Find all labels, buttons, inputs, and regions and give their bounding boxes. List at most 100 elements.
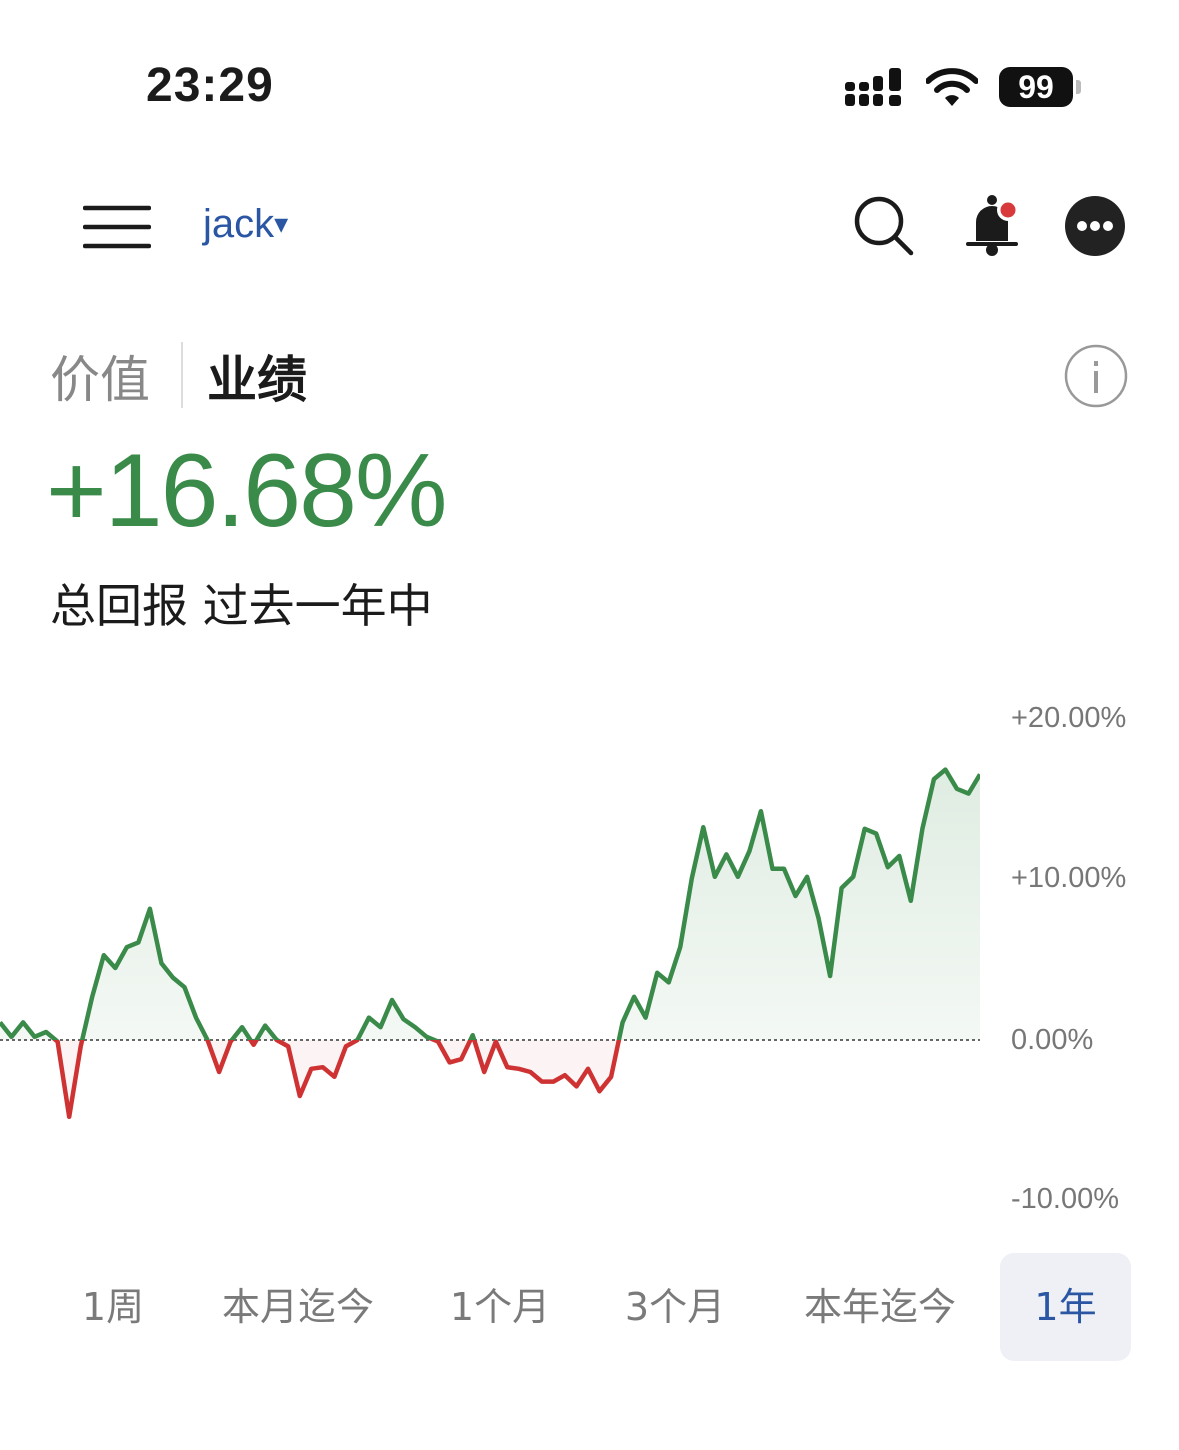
data-point [840, 886, 844, 890]
data-point [897, 854, 901, 858]
data-point [528, 1070, 532, 1074]
period-tab-1m[interactable]: 1个月 [449, 1285, 551, 1329]
data-point [632, 995, 636, 999]
data-point [874, 832, 878, 836]
data-point [644, 1016, 648, 1020]
data-point [321, 1065, 325, 1069]
data-point [747, 849, 751, 853]
data-point [563, 1073, 567, 1077]
data-point [448, 1060, 452, 1064]
battery-tip [1076, 80, 1081, 94]
data-point [355, 1038, 359, 1042]
data-point [863, 827, 867, 831]
data-point [851, 875, 855, 879]
data-point [794, 894, 798, 898]
data-point [909, 899, 913, 903]
data-point [229, 1040, 233, 1044]
period-tab-1w[interactable]: 1周 [81, 1285, 145, 1329]
data-point [252, 1043, 256, 1047]
data-point [471, 1033, 475, 1037]
period-tab-3m[interactable]: 3个月 [624, 1285, 726, 1329]
data-point [609, 1075, 613, 1079]
data-point [920, 827, 924, 831]
account-selector[interactable]: jack▾ [203, 202, 288, 247]
period-tab-mtd[interactable]: 本月迄今 [221, 1285, 374, 1329]
data-point [621, 1020, 625, 1024]
total-return-value: +16.68% [46, 433, 447, 549]
data-point [436, 1040, 440, 1044]
data-point [56, 1040, 60, 1044]
data-point [690, 876, 694, 880]
account-name: jack [203, 202, 275, 246]
series-line-positive [0, 767, 980, 1040]
data-point [932, 777, 936, 781]
search-icon[interactable] [854, 196, 916, 258]
period-tab-ytd[interactable]: 本年迄今 [803, 1285, 956, 1329]
data-point [206, 1038, 210, 1042]
wifi-icon [926, 68, 978, 106]
data-point [171, 976, 175, 980]
data-point [966, 792, 970, 796]
data-point [275, 1038, 279, 1042]
data-point [298, 1094, 302, 1098]
info-icon[interactable] [1064, 344, 1128, 408]
battery-indicator: 99 [999, 67, 1073, 107]
tab-performance[interactable]: 业绩 [207, 351, 307, 409]
data-point [10, 1035, 14, 1039]
data-point [390, 998, 394, 1002]
data-point [136, 940, 140, 944]
data-point [102, 953, 106, 957]
data-point [332, 1075, 336, 1079]
data-point [551, 1080, 555, 1084]
data-point [598, 1089, 602, 1093]
data-point [344, 1044, 348, 1048]
data-point [194, 1016, 198, 1020]
data-point [67, 1115, 71, 1119]
area-positive [0, 769, 980, 1040]
data-point [159, 961, 163, 965]
data-point [540, 1080, 544, 1084]
performance-chart[interactable] [0, 680, 1179, 1240]
data-point [667, 980, 671, 984]
data-point [817, 916, 821, 920]
data-point [79, 1044, 83, 1048]
tab-value[interactable]: 价值 [50, 351, 150, 409]
data-point [113, 966, 117, 970]
data-point [482, 1070, 486, 1074]
data-point [678, 945, 682, 949]
data-point [782, 867, 786, 871]
data-point [148, 907, 152, 911]
chevron-down-icon: ▾ [274, 208, 289, 239]
y-tick-label: -10.00% [1011, 1183, 1120, 1215]
data-point [724, 852, 728, 856]
menu-icon[interactable] [83, 205, 151, 249]
total-return-caption: 总回报 过去一年中 [50, 579, 433, 633]
data-point [378, 1025, 382, 1029]
cellular-signal-icon [845, 68, 901, 106]
period-tab-1y[interactable]: 1年 [1000, 1253, 1131, 1361]
data-point [805, 875, 809, 879]
data-point [125, 945, 129, 949]
data-point [90, 995, 94, 999]
data-point [655, 971, 659, 975]
more-icon[interactable] [1064, 195, 1126, 257]
data-point [713, 875, 717, 879]
data-point [759, 809, 763, 813]
bell-icon[interactable] [962, 194, 1022, 258]
data-point [701, 825, 705, 829]
data-point [367, 1016, 371, 1020]
data-point [217, 1070, 221, 1074]
y-tick-label: +10.00% [1011, 862, 1127, 894]
data-point [21, 1020, 25, 1024]
data-point [955, 787, 959, 791]
data-point [182, 985, 186, 989]
data-point [736, 875, 740, 879]
data-point [494, 1040, 498, 1044]
data-point [425, 1035, 429, 1039]
data-point [44, 1030, 48, 1034]
data-point [33, 1035, 37, 1039]
y-tick-label: 0.00% [1011, 1024, 1094, 1056]
series-line-negative [52, 1040, 622, 1120]
notification-dot [1000, 202, 1016, 218]
data-point [402, 1017, 406, 1021]
